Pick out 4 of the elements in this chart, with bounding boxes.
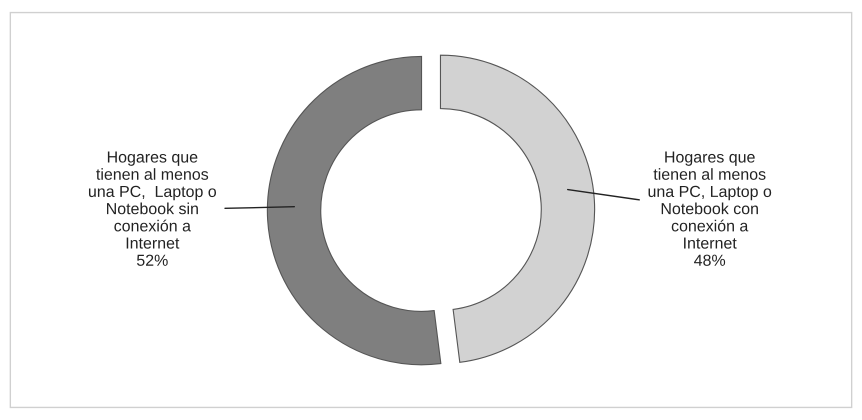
- slice-label: Hogares que tienen al menos una PC, Laptop o Notebook sin conexión a Internet: [88, 152, 216, 249]
- slice-label: Hogares que tienen al menos una PC, Laptop o Notebook con conexión a Internet: [648, 152, 772, 249]
- data-label: 48%: [694, 254, 726, 266]
- data-label: 52%: [136, 254, 168, 266]
